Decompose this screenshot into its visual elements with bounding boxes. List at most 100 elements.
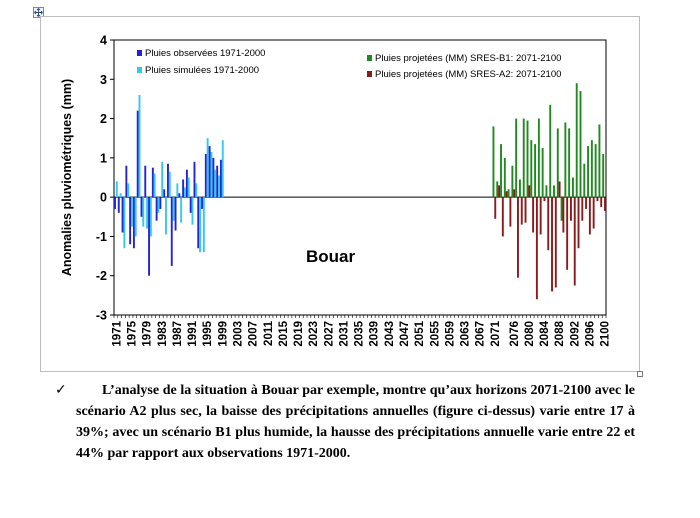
bar [153,173,156,198]
bar [146,197,149,229]
x-tick-label: 2007 [248,321,260,347]
bar [535,197,538,300]
chart-labels: 4 3 2 1 0 -1 -2 -3 1971 1975 1979 1983 1987 1991 1995 1… [60,34,612,347]
bar [590,140,593,198]
bar [157,197,160,213]
bar [148,197,151,276]
bar [575,83,578,198]
y-tick-label: 2 [100,112,107,126]
bar [172,197,175,221]
bar [220,159,222,198]
bar [114,197,116,209]
x-tick-label: 1971 [111,320,123,346]
bar [214,169,217,198]
x-tick-label: 2011 [263,320,275,346]
x-tick-label: 2076 [509,321,521,347]
x-tick-label: 2096 [584,321,596,347]
x-tick-label: 2027 [323,321,335,347]
bar [119,193,122,198]
x-tick-label: 2019 [293,321,305,347]
bar [127,183,130,198]
caption-text: L’analyse de la situation à Bouar par ex… [76,383,635,461]
x-tick-label: 1991 [187,320,199,346]
bar [551,197,553,292]
bar [492,126,495,198]
y-tick-label: -3 [96,309,107,323]
move-handle-icon[interactable] [33,7,44,18]
bar [554,197,557,288]
bar [170,197,173,266]
bar [558,181,561,198]
bar [123,197,126,249]
bar [189,197,192,213]
bar [144,165,147,198]
y-tick-label: 3 [100,73,107,87]
bar [520,197,523,225]
bar [569,197,572,221]
bar [204,153,207,198]
x-tick-label: 1995 [202,320,214,346]
bar [187,177,190,198]
x-tick-label: 2051 [414,320,426,346]
bar [564,122,567,198]
bar [511,165,514,198]
bar [539,197,542,235]
bar [134,197,137,237]
bar [180,197,183,223]
bar [549,104,552,198]
bar [507,189,510,198]
bar [518,179,521,198]
bar [496,181,499,198]
y-tick-label: 0 [100,191,107,205]
y-tick-label: -1 [96,230,107,244]
bar [138,95,141,198]
bar [515,118,518,198]
bar [161,161,164,198]
bar [545,185,548,198]
bar [509,197,512,227]
bar [524,197,527,223]
x-tick-label: 2031 [338,320,350,346]
bar [568,128,571,198]
bar [168,171,171,198]
bar [560,197,563,221]
x-tick-label: 2063 [460,321,472,347]
bar [528,185,531,198]
bar [604,197,606,211]
resize-handle[interactable] [637,371,643,377]
bar [526,120,529,198]
chart-frame: 4 3 2 1 0 -1 -2 -3 1971 1975 1979 1983 1987 1991 1995 1… [40,16,640,372]
bar [500,144,502,198]
bar [532,197,535,233]
bar [174,197,177,231]
bar [149,197,152,237]
x-tick-label: 2080 [524,321,536,347]
bar [191,197,194,225]
bar [151,167,154,198]
bar [562,197,565,233]
bar [588,197,591,235]
bar [530,140,533,198]
x-tick-label: 2047 [399,321,411,347]
x-tick-label: 2043 [384,321,396,347]
bar [598,124,601,198]
legend-swatch [137,67,142,73]
x-tick-label: 2035 [354,320,366,346]
x-tick-label: 2071 [490,320,502,346]
bar [583,163,586,198]
x-tick-label: 2088 [554,320,566,346]
bar [212,157,215,198]
y-axis-label: Anomalies pluviométriques (mm) [60,79,74,276]
bar [553,185,555,198]
bar [581,197,584,221]
bar [197,197,200,249]
bar [522,118,525,198]
bar [210,151,213,198]
x-tick-label: 2023 [308,321,320,347]
bar [577,197,580,249]
y-tick-label: -2 [96,269,107,283]
bar [165,197,167,235]
bar [602,153,605,198]
legend-label: Pluies projetées (MM) SRES-B1: 2071-2100 [375,53,561,64]
bar [556,128,559,198]
